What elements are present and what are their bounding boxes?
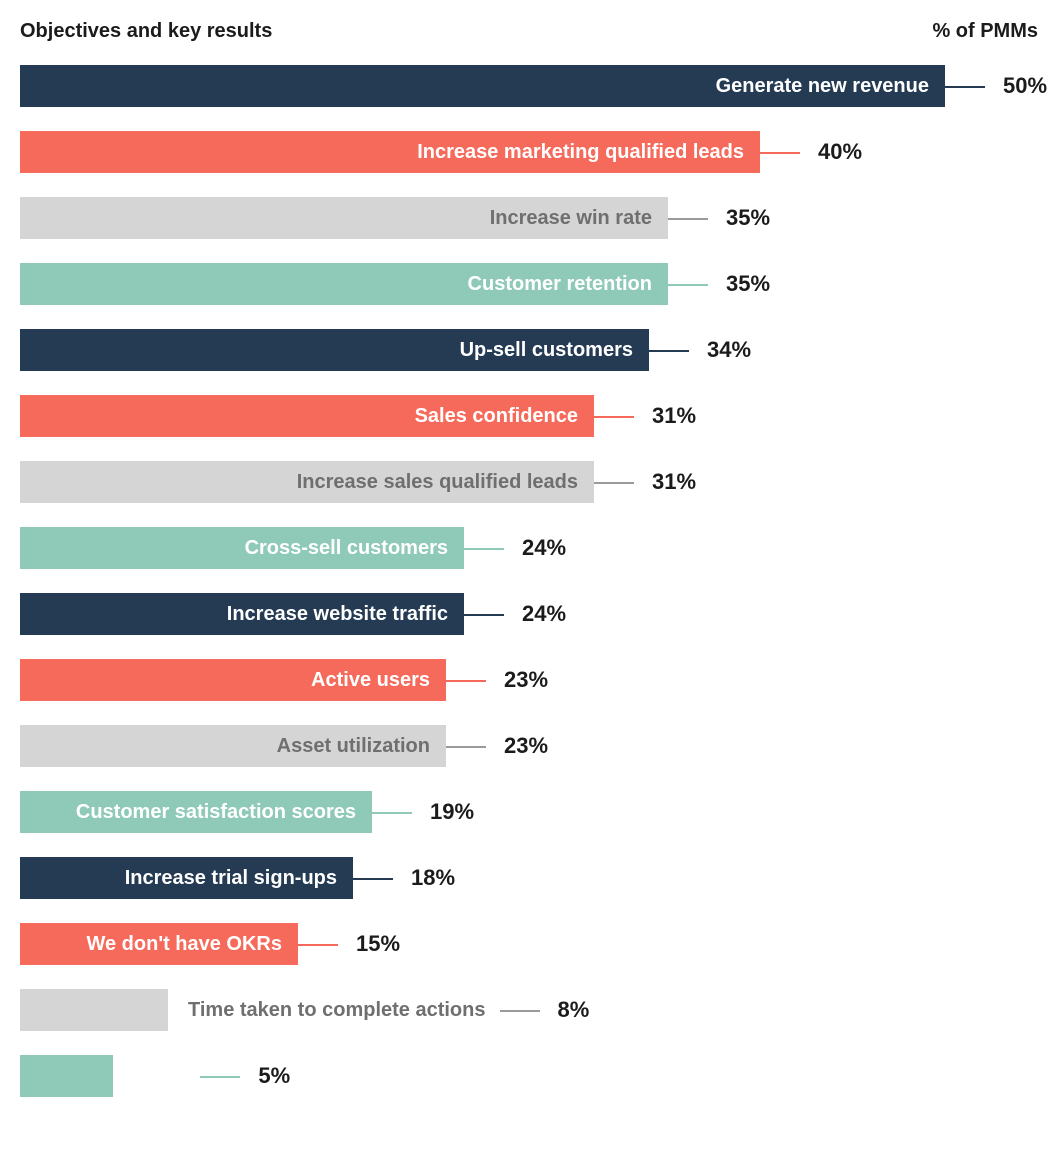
chart-header: Objectives and key results % of PMMs — [20, 20, 1038, 43]
bar: Increase win rate — [20, 197, 668, 239]
bar-value: 24% — [522, 527, 566, 569]
bar-label: Generate new revenue — [716, 75, 929, 98]
bar-value: 5% — [258, 1055, 290, 1097]
okr-bar-chart: Objectives and key results % of PMMs Gen… — [0, 0, 1058, 1161]
bar: Sales confidence — [20, 395, 594, 437]
bar-row: Generate new revenue50% — [20, 65, 1038, 107]
bar-row: Increase sales qualified leads 31% — [20, 461, 1038, 503]
bar-label: Active users — [311, 669, 430, 692]
bar-label: Increase marketing qualified leads — [417, 141, 744, 164]
bar-connector — [372, 812, 412, 814]
bar-value: 19% — [430, 791, 474, 833]
bar-value: 31% — [652, 395, 696, 437]
bar-row: Other 5% — [20, 1055, 1038, 1097]
bar-value: 35% — [726, 197, 770, 239]
bar-connector — [500, 1010, 540, 1012]
bar-connector — [200, 1076, 240, 1078]
bar-row: Up-sell customers 34% — [20, 329, 1038, 371]
bar-value: 8% — [558, 989, 590, 1031]
bar: Up-sell customers — [20, 329, 649, 371]
bar-label: Sales confidence — [415, 405, 578, 428]
bar: Increase marketing qualified leads — [20, 131, 760, 173]
bar-value: 31% — [652, 461, 696, 503]
bar: Customer satisfaction scores — [20, 791, 372, 833]
bar-label: Increase sales qualified leads — [297, 471, 578, 494]
bar: Customer retention — [20, 263, 668, 305]
bar-label: Asset utilization — [277, 735, 430, 758]
bar-connector — [298, 944, 338, 946]
bar-row: Increase trial sign-ups 18% — [20, 857, 1038, 899]
bar-connector — [668, 284, 708, 286]
bar: Increase sales qualified leads — [20, 461, 594, 503]
bar: Asset utilization — [20, 725, 446, 767]
bar-label: Increase trial sign-ups — [125, 867, 337, 890]
bar-connector — [464, 614, 504, 616]
bar-row: Customer retention 35% — [20, 263, 1038, 305]
bar-value: 18% — [411, 857, 455, 899]
bar-value: 15% — [356, 923, 400, 965]
bar-row: Time taken to complete actions 8% — [20, 989, 1038, 1031]
bar-connector — [594, 482, 634, 484]
bar-connector — [446, 746, 486, 748]
bar-connector — [594, 416, 634, 418]
bar-row: Customer satisfaction scores 19% — [20, 791, 1038, 833]
bar: Generate new revenue — [20, 65, 945, 107]
bar-value: 50% — [1003, 65, 1047, 107]
bar-connector — [649, 350, 689, 352]
bar-label: Other — [133, 1055, 186, 1097]
bar-connector — [760, 152, 800, 154]
bar-label: Increase website traffic — [227, 603, 448, 626]
bar-row: Asset utilization 23% — [20, 725, 1038, 767]
bar-label: Customer retention — [468, 273, 652, 296]
bar-label: Time taken to complete actions — [188, 989, 486, 1031]
bar: Increase trial sign-ups — [20, 857, 353, 899]
bar-value: 35% — [726, 263, 770, 305]
bar-row: Active users 23% — [20, 659, 1038, 701]
bar-label: Increase win rate — [490, 207, 652, 230]
bar-row: Increase marketing qualified leads 40% — [20, 131, 1038, 173]
bar: Cross-sell customers — [20, 527, 464, 569]
bar-row: Increase win rate 35% — [20, 197, 1038, 239]
bar-label: Cross-sell customers — [245, 537, 448, 560]
bar-label: We don't have OKRs — [86, 933, 282, 956]
bar-connector — [464, 548, 504, 550]
bar-value: 34% — [707, 329, 751, 371]
bar-value: 23% — [504, 659, 548, 701]
chart-title-left: Objectives and key results — [20, 20, 272, 43]
bar-connector — [668, 218, 708, 220]
bar-row: We don't have OKRs 15% — [20, 923, 1038, 965]
chart-title-right: % of PMMs — [932, 20, 1038, 43]
bar-connector — [446, 680, 486, 682]
bar-connector — [945, 86, 985, 88]
bar-row: Sales confidence 31% — [20, 395, 1038, 437]
bar-value: 23% — [504, 725, 548, 767]
bar-list: Generate new revenue50% Increase marketin… — [20, 65, 1038, 1121]
bar-label: Up-sell customers — [460, 339, 633, 362]
bar-row: Cross-sell customers 24% — [20, 527, 1038, 569]
bar: Increase website traffic — [20, 593, 464, 635]
bar-row: Increase website traffic 24% — [20, 593, 1038, 635]
bar: We don't have OKRs — [20, 923, 298, 965]
bar: Active users — [20, 659, 446, 701]
bar-value: 24% — [522, 593, 566, 635]
bar — [20, 1055, 113, 1097]
bar — [20, 989, 168, 1031]
bar-value: 40% — [818, 131, 862, 173]
bar-label: Customer satisfaction scores — [76, 801, 356, 824]
bar-connector — [353, 878, 393, 880]
